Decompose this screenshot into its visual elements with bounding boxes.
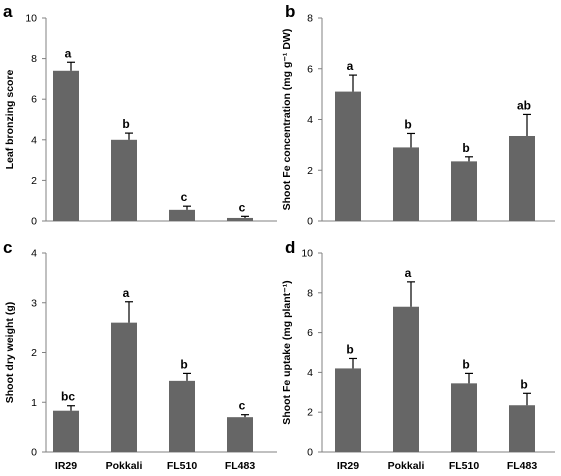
- y-tick-label: 2: [31, 175, 37, 187]
- bar-fl483: [227, 417, 253, 452]
- y-tick-label: 4: [31, 134, 37, 146]
- y-tick-label: 2: [307, 165, 313, 177]
- significance-label: a: [405, 266, 412, 280]
- y-tick-label: 6: [31, 94, 37, 106]
- significance-label: b: [520, 377, 527, 391]
- y-tick-label: 6: [307, 63, 313, 75]
- x-tick-label: Pokkali: [106, 460, 143, 471]
- y-tick-label: 4: [307, 114, 313, 126]
- y-tick-label: 2: [307, 407, 313, 419]
- y-axis-label: Shoot Fe uptake (mg plant⁻¹): [281, 280, 293, 424]
- significance-label: c: [239, 399, 246, 413]
- chart-panel-d: d 0 2 4 6 8 10 Shoot Fe uptake (mg plant⁻¹) b IR2…: [281, 238, 555, 472]
- y-tick-label: 0: [307, 447, 313, 459]
- significance-label: b: [404, 117, 411, 131]
- x-tick-label: FL483: [507, 460, 538, 471]
- y-axis-label: Shoot dry weight (g): [4, 302, 16, 404]
- x-tick-label: Pokkali: [388, 460, 425, 471]
- x-tick-label: FL510: [167, 460, 198, 471]
- bar-ir29: [335, 368, 361, 452]
- bar-fl510: [169, 380, 195, 452]
- bar-pokkali: [111, 139, 137, 221]
- y-tick-label: 2: [31, 347, 37, 359]
- significance-label: b: [346, 342, 353, 356]
- significance-label: c: [239, 200, 246, 214]
- significance-label: a: [65, 46, 72, 60]
- bar-ir29: [53, 410, 79, 452]
- y-tick-label: 4: [307, 367, 313, 379]
- y-tick-label: 8: [31, 53, 37, 65]
- significance-label: c: [181, 190, 188, 204]
- y-axis-label: Leaf bronzing score: [4, 69, 16, 169]
- panel-letter-d: d: [285, 238, 295, 257]
- panel-letter-b: b: [285, 2, 295, 21]
- y-tick-label: 0: [307, 216, 313, 228]
- significance-label: b: [180, 357, 187, 371]
- bar-pokkali: [393, 306, 419, 452]
- significance-label: ab: [517, 98, 531, 112]
- y-tick-label: 6: [307, 327, 313, 339]
- y-tick-label: 10: [301, 248, 313, 260]
- y-tick-label: 4: [31, 248, 37, 260]
- chart-panel-b: b 0 2 4 6 8 Shoot Fe concentration (mg g⁻¹ DW)…: [281, 2, 555, 228]
- bar-fl510: [451, 383, 477, 452]
- significance-label: a: [123, 286, 130, 300]
- x-tick-label: FL510: [449, 460, 480, 471]
- y-axis-label: Shoot Fe concentration (mg g⁻¹ DW): [281, 29, 293, 211]
- bar-pokkali: [111, 322, 137, 452]
- x-tick-label: FL483: [225, 460, 256, 471]
- significance-label: b: [122, 117, 129, 131]
- x-tick-label: IR29: [55, 460, 77, 471]
- bar-pokkali: [393, 147, 419, 221]
- y-tick-label: 8: [307, 13, 313, 25]
- y-tick-label: 10: [25, 13, 37, 25]
- bar-fl510: [169, 209, 195, 221]
- y-tick-label: 1: [31, 397, 37, 409]
- bar-ir29: [335, 91, 361, 222]
- panel-letter-a: a: [3, 2, 13, 21]
- bar-fl483: [509, 135, 535, 221]
- x-tick-label: IR29: [337, 460, 359, 471]
- significance-label: a: [347, 59, 354, 73]
- y-tick-label: 8: [307, 287, 313, 299]
- y-tick-label: 0: [31, 216, 37, 228]
- chart-panel-a: a 0 2 4 6 8 10 Leaf bronzing score a b c c: [3, 2, 277, 228]
- panel-letter-c: c: [3, 238, 12, 257]
- bar-fl483: [509, 405, 535, 452]
- bar-ir29: [53, 70, 79, 221]
- y-tick-label: 3: [31, 297, 37, 309]
- significance-label: b: [462, 357, 469, 371]
- bar-fl510: [451, 161, 477, 221]
- significance-label: b: [462, 141, 469, 155]
- significance-label: bc: [61, 390, 75, 404]
- y-tick-label: 0: [31, 447, 37, 459]
- bar-fl483: [227, 217, 253, 221]
